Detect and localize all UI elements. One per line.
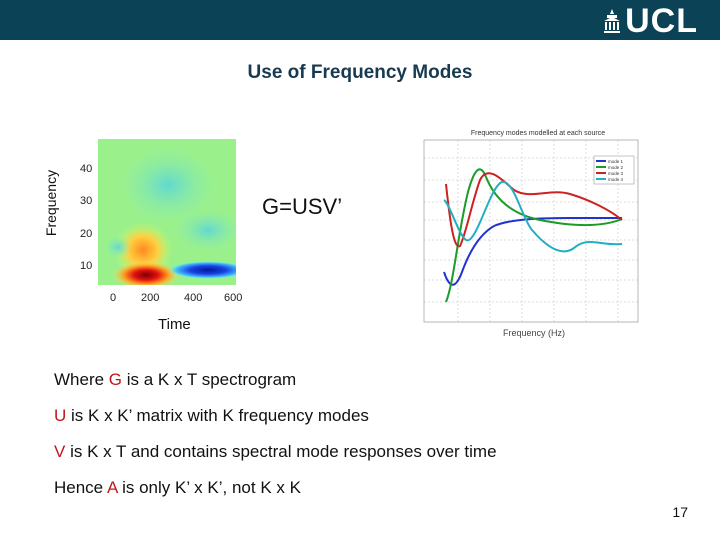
decomposition-formula: G=USV’ xyxy=(262,194,343,219)
plot-xlabel: Frequency (Hz) xyxy=(503,328,565,338)
time-axis-label: Time xyxy=(158,316,191,333)
legend-item: mode 3 xyxy=(608,171,624,176)
matrix-symbol: G xyxy=(108,370,123,389)
logo-text: UCL xyxy=(625,2,698,40)
portico-icon xyxy=(604,9,621,33)
x-tick: 600 xyxy=(224,292,242,304)
y-tick: 20 xyxy=(80,228,92,240)
header-bar: UCL xyxy=(0,0,720,40)
frequency-modes-plot: Frequency modes modelled at each source … xyxy=(410,122,642,342)
legend-item: mode 2 xyxy=(608,165,624,170)
explanation-line: Hence A is only K’ x K’, not K x K xyxy=(54,478,301,497)
plot-title: Frequency modes modelled at each source xyxy=(471,130,605,137)
matrix-symbol: V xyxy=(54,442,66,461)
x-tick: 400 xyxy=(184,292,202,304)
y-tick: 30 xyxy=(80,195,92,207)
ucl-logo: UCL xyxy=(603,4,698,38)
explanation-line: U is K x K’ matrix with K frequency mode… xyxy=(54,406,369,425)
explanation-list: Where G is a K x T spectrogram U is K x … xyxy=(54,370,497,514)
spectrogram-image: 40 30 20 10 0 200 400 600 xyxy=(80,139,242,304)
explanation-line: V is K x T and contains spectral mode re… xyxy=(54,442,497,461)
x-tick: 0 xyxy=(110,292,116,304)
x-tick: 200 xyxy=(141,292,159,304)
legend-item: mode 4 xyxy=(608,177,624,182)
frequency-axis-label: Frequency xyxy=(43,169,59,237)
matrix-symbol: U xyxy=(54,406,67,425)
page-number: 17 xyxy=(672,504,688,520)
y-tick: 10 xyxy=(80,260,92,272)
y-tick: 40 xyxy=(80,163,92,175)
explanation-line: Where G is a K x T spectrogram xyxy=(54,370,297,389)
matrix-symbol: A xyxy=(106,478,118,497)
slide-title: Use of Frequency Modes xyxy=(247,62,473,83)
legend-item: mode 1 xyxy=(608,159,624,164)
